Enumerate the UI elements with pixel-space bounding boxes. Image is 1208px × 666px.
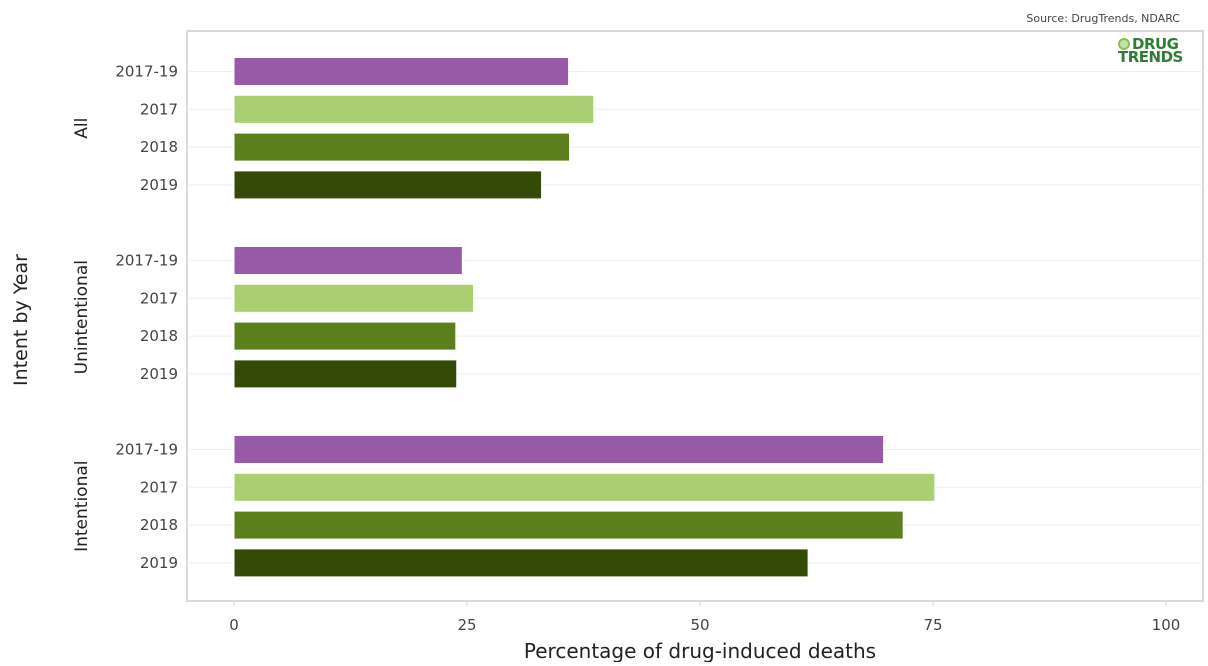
bar-unintentional-2017 bbox=[233, 283, 475, 313]
y-tick-label: 2017-19 bbox=[115, 441, 178, 459]
bar-all-2019 bbox=[233, 170, 543, 200]
bar-all-2018 bbox=[233, 132, 571, 162]
logo-line-2: TRENDS bbox=[1118, 48, 1183, 66]
y-tick-label: 2019 bbox=[140, 365, 178, 383]
source-note: Source: DrugTrends, NDARC bbox=[1026, 12, 1180, 25]
y-tick-label: 2019 bbox=[140, 554, 178, 572]
x-tick-label: 50 bbox=[690, 616, 709, 634]
group-label-unintentional: Unintentional bbox=[72, 260, 92, 374]
plot-frame bbox=[186, 30, 1204, 602]
y-tick-label: 2017 bbox=[140, 478, 178, 496]
x-tick-label: 75 bbox=[923, 616, 942, 634]
y-tick-label: 2017-19 bbox=[115, 63, 178, 81]
x-tick-label: 25 bbox=[457, 616, 476, 634]
logo-emblem-icon bbox=[1118, 38, 1130, 50]
bar-all-2017 bbox=[233, 94, 595, 124]
bar-unintentional-2019 bbox=[233, 359, 458, 389]
x-tick-label: 0 bbox=[229, 616, 239, 634]
y-tick-label: 2018 bbox=[140, 327, 178, 345]
bar-intentional-2018 bbox=[233, 510, 904, 540]
y-tick-label: 2017 bbox=[140, 100, 178, 118]
y-tick-label: 2017 bbox=[140, 289, 178, 307]
y-axis-title: Intent by Year bbox=[10, 254, 32, 386]
bar-unintentional-2018 bbox=[233, 321, 457, 351]
drugtrends-logo: DRUG TRENDS bbox=[1118, 35, 1194, 66]
group-label-intentional: Intentional bbox=[72, 460, 92, 551]
bar-intentional-2019 bbox=[233, 548, 809, 578]
bar-intentional-2017-19 bbox=[233, 435, 885, 464]
bar-all-2017-19 bbox=[233, 57, 570, 86]
y-tick-label: 2017-19 bbox=[115, 252, 178, 270]
y-tick-label: 2019 bbox=[140, 176, 178, 194]
x-axis-title: Percentage of drug-induced deaths bbox=[524, 639, 876, 662]
x-tick-label: 100 bbox=[1152, 616, 1181, 634]
y-tick-label: 2018 bbox=[140, 516, 178, 534]
logo-line-1: DRUG bbox=[1132, 35, 1179, 53]
bar-intentional-2017 bbox=[233, 472, 936, 502]
group-label-all: All bbox=[72, 118, 92, 139]
bar-unintentional-2017-19 bbox=[233, 246, 463, 275]
y-tick-label: 2018 bbox=[140, 138, 178, 156]
